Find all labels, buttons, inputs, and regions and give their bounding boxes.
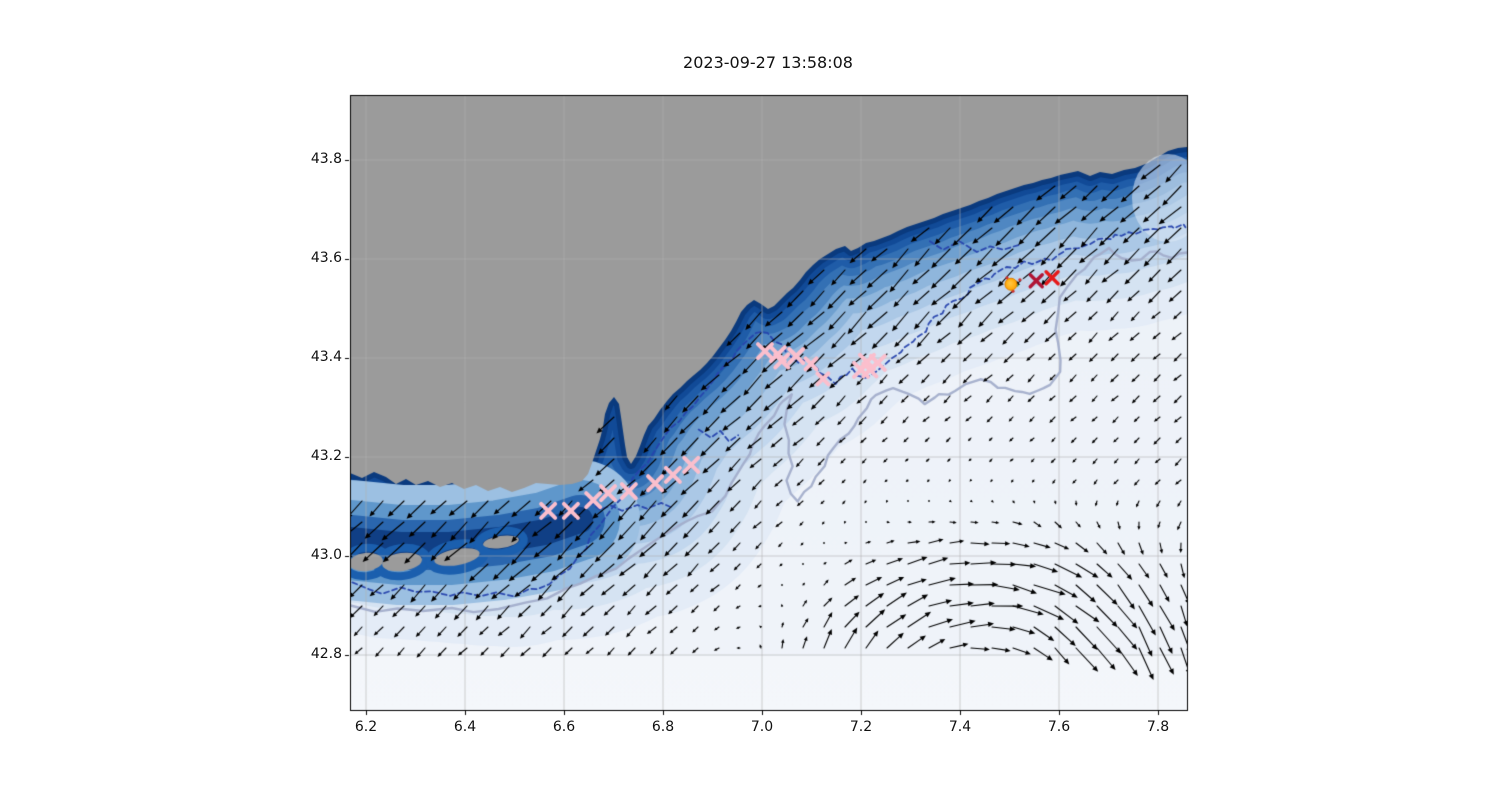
x-tick-label: 6.2 <box>354 719 378 735</box>
x-tick-label: 7.4 <box>948 719 972 735</box>
x-tick-label: 6.6 <box>552 719 576 735</box>
x-tick-label: 6.8 <box>651 719 675 735</box>
x-tick-label: 7.6 <box>1047 719 1071 735</box>
y-tick-label: 43.8 <box>310 151 342 167</box>
y-tick-label: 43.0 <box>310 547 342 563</box>
x-tick-label: 7.2 <box>849 719 873 735</box>
y-tick-label: 42.8 <box>310 646 342 662</box>
x-tick-label: 6.4 <box>453 719 477 735</box>
x-tick-label: 7.8 <box>1146 719 1170 735</box>
y-tick-label: 43.6 <box>310 250 342 266</box>
plot-title: 2023-09-27 13:58:08 <box>683 53 853 72</box>
y-tick-label: 43.2 <box>310 448 342 464</box>
y-tick-label: 43.4 <box>310 349 342 365</box>
x-tick-label: 7.0 <box>750 719 774 735</box>
